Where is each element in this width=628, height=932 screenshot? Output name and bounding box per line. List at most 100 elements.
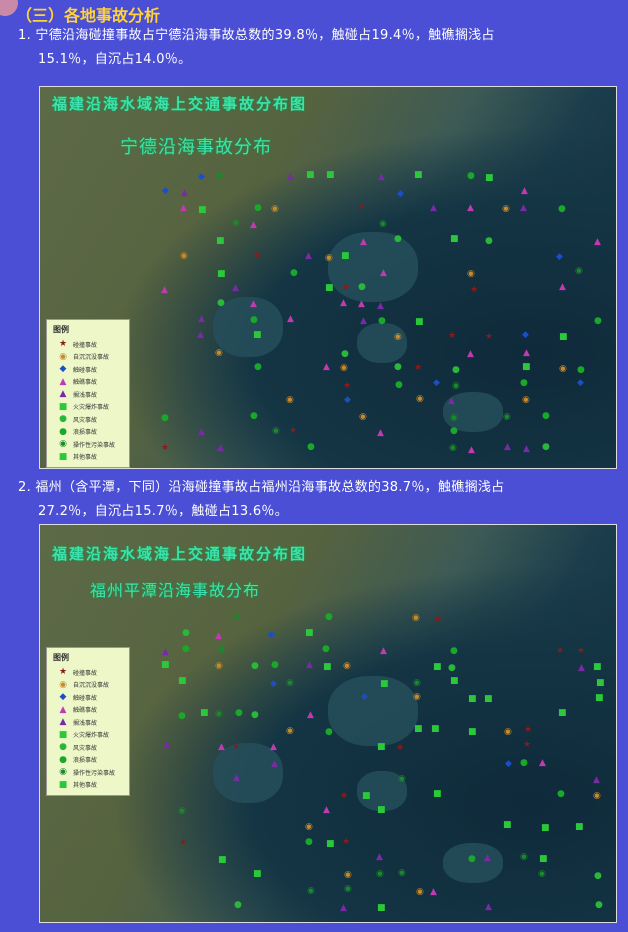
accident-marker: ★ bbox=[289, 426, 298, 436]
accident-marker: ◉ bbox=[504, 727, 512, 737]
legend-label: 触礁事故 bbox=[73, 707, 98, 715]
accident-marker: ■ bbox=[433, 789, 442, 799]
accident-marker: ▲ bbox=[430, 203, 437, 213]
legend-entry: ● 风灾事故 bbox=[53, 741, 123, 754]
accident-marker: ▲ bbox=[305, 251, 312, 261]
accident-marker: ▲ bbox=[323, 805, 330, 815]
accident-marker: ▲ bbox=[306, 660, 313, 670]
accident-marker: ◉ bbox=[286, 726, 294, 736]
accident-marker: ◉ bbox=[233, 612, 241, 622]
accident-marker: ■ bbox=[253, 330, 262, 340]
accident-marker: ◉ bbox=[559, 364, 567, 374]
accident-marker: ▲ bbox=[232, 283, 239, 293]
accident-marker: ▲ bbox=[270, 742, 277, 752]
accident-marker: ▲ bbox=[358, 299, 365, 309]
accident-marker: ★ bbox=[358, 202, 367, 212]
accident-marker: ■ bbox=[325, 283, 334, 293]
legend-entry: ◆ 触碰事故 bbox=[53, 363, 123, 376]
accident-marker: ▲ bbox=[233, 773, 240, 783]
accident-marker: ▲ bbox=[215, 631, 222, 641]
accident-marker: ● bbox=[448, 663, 456, 673]
accident-marker: ▲ bbox=[377, 301, 384, 311]
accident-marker: ◉ bbox=[218, 645, 226, 655]
map-subtitle: 福州平潭沿海事故分布 bbox=[90, 581, 261, 600]
paragraph-line: 1. 宁德沿海碰撞事故占宁德沿海事故总数的39.8％，触碰占19.4％，触礁搁浅… bbox=[18, 28, 495, 43]
accident-marker: ◉ bbox=[575, 266, 583, 276]
paragraph-line: 15.1％，自沉占14.0％。 bbox=[38, 52, 192, 67]
accident-marker: ■ bbox=[198, 205, 207, 215]
accident-marker: ● bbox=[217, 298, 225, 308]
accident-marker: ● bbox=[250, 315, 258, 325]
accident-marker: ★ bbox=[485, 332, 494, 342]
accident-marker: ■ bbox=[326, 170, 335, 180]
triangle-icon: ▲ bbox=[59, 717, 67, 728]
legend-entry: ◉ 操作性污染事故 bbox=[53, 438, 123, 451]
accident-marker: ▲ bbox=[559, 282, 566, 292]
diamond-icon: ◆ bbox=[59, 364, 67, 375]
accident-marker: ▲ bbox=[287, 314, 294, 324]
accident-marker: ▲ bbox=[523, 444, 530, 454]
accident-marker: ● bbox=[577, 365, 585, 375]
legend-entry: ◉ 操作性污染事故 bbox=[53, 766, 123, 779]
legend-label: 火灾爆炸事故 bbox=[73, 732, 110, 740]
square-icon: ■ bbox=[58, 401, 68, 412]
accident-marker: ◉ bbox=[416, 887, 424, 897]
ring-icon: ◉ bbox=[59, 351, 67, 362]
accident-marker: ■ bbox=[200, 708, 209, 718]
accident-marker: ★ bbox=[342, 283, 351, 293]
accident-marker: ● bbox=[254, 203, 262, 213]
accident-marker: ● bbox=[450, 426, 458, 436]
accident-marker: ● bbox=[542, 411, 550, 421]
accident-marker: ● bbox=[558, 204, 566, 214]
accident-marker: ★ bbox=[179, 838, 188, 848]
accident-marker: ● bbox=[520, 758, 528, 768]
accident-marker: ◆ bbox=[270, 679, 277, 689]
accident-marker: ● bbox=[467, 171, 475, 181]
accident-marker: ★ bbox=[523, 740, 532, 750]
accident-marker: ◉ bbox=[344, 870, 352, 880]
sea-area bbox=[443, 842, 504, 883]
legend-label: 风灾事故 bbox=[73, 744, 98, 752]
accident-marker: ■ bbox=[326, 839, 335, 849]
accident-marker: ▲ bbox=[198, 427, 205, 437]
square-icon: ■ bbox=[58, 779, 68, 790]
accident-marker: ▲ bbox=[218, 742, 225, 752]
accident-marker: ★ bbox=[342, 837, 351, 847]
accident-marker: ■ bbox=[558, 708, 567, 718]
accident-marker: ● bbox=[307, 442, 315, 452]
square-icon: ■ bbox=[58, 729, 68, 740]
accident-marker: ◉ bbox=[344, 884, 352, 894]
accident-marker: ■ bbox=[485, 173, 494, 183]
legend-label: 浪损事故 bbox=[73, 757, 98, 765]
accident-marker: ★ bbox=[396, 743, 405, 753]
paragraph-line: 2. 福州（含平潭，下同）沿海碰撞事故占福州沿海事故总数的38.7％，触礁搁浅占 bbox=[18, 480, 505, 495]
circle-icon: ● bbox=[59, 426, 67, 437]
accident-marker: ▲ bbox=[578, 663, 585, 673]
section-title: （三）各地事故分析 bbox=[16, 6, 161, 25]
legend-entry: ■ 其他事故 bbox=[53, 779, 123, 792]
accident-marker: ▲ bbox=[340, 903, 347, 913]
accident-marker: ● bbox=[594, 871, 602, 881]
accident-marker: ● bbox=[557, 789, 565, 799]
legend-label: 触碰事故 bbox=[73, 366, 98, 374]
decorative-circle bbox=[0, 0, 18, 16]
accident-marker: ■ bbox=[305, 628, 314, 638]
accident-marker: ▲ bbox=[376, 852, 383, 862]
accident-marker: ● bbox=[542, 442, 550, 452]
accident-marker: ● bbox=[378, 316, 386, 326]
accident-marker: ◉ bbox=[180, 251, 188, 261]
accident-marker: ▲ bbox=[250, 220, 257, 230]
paragraph-ningde: 1. 宁德沿海碰撞事故占宁德沿海事故总数的39.8％，触碰占19.4％，触礁搁浅… bbox=[18, 24, 624, 72]
accident-marker: ● bbox=[182, 644, 190, 654]
legend-label: 触碰事故 bbox=[73, 694, 98, 702]
ring-icon: ◉ bbox=[59, 439, 67, 450]
accident-marker: ● bbox=[341, 349, 349, 359]
accident-marker: ★ bbox=[448, 331, 457, 341]
accident-marker: ◉ bbox=[398, 868, 406, 878]
accident-marker: ◉ bbox=[413, 678, 421, 688]
star-icon: ★ bbox=[58, 667, 68, 678]
accident-marker: ● bbox=[234, 900, 242, 910]
legend-label: 操作性污染事故 bbox=[73, 769, 116, 777]
accident-marker: ■ bbox=[450, 234, 459, 244]
accident-marker: ★ bbox=[524, 725, 533, 735]
